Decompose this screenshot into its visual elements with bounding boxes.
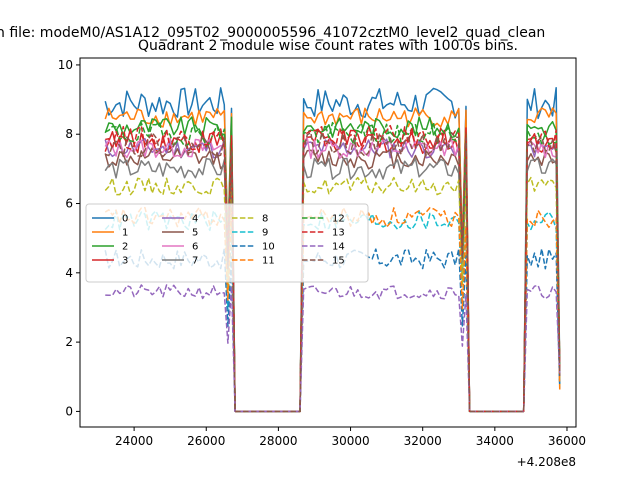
y-tick-label: 0 — [65, 404, 73, 418]
x-offset-label: +4.208e8 — [517, 455, 576, 469]
legend-label-13: 13 — [332, 228, 345, 239]
x-tick-label: 30000 — [331, 434, 369, 448]
series-line-14 — [105, 284, 561, 413]
legend-label-3: 3 — [122, 256, 128, 267]
legend-label-11: 11 — [262, 256, 275, 267]
legend-label-10: 10 — [262, 242, 275, 253]
legend-label-5: 5 — [192, 228, 198, 239]
figure-suptitle: n file: modeM0/AS1A12_095T02_9000005596_… — [0, 25, 545, 41]
legend-label-4: 4 — [192, 214, 198, 225]
legend-label-0: 0 — [122, 214, 128, 225]
x-tick-label: 34000 — [476, 434, 514, 448]
legend-label-1: 1 — [122, 228, 128, 239]
x-tick-label: 36000 — [548, 434, 586, 448]
x-tick-label: 28000 — [259, 434, 297, 448]
legend-label-2: 2 — [122, 242, 128, 253]
legend-label-15: 15 — [332, 256, 345, 267]
legend-label-7: 7 — [192, 256, 198, 267]
x-tick-label: 24000 — [115, 434, 153, 448]
legend-label-9: 9 — [262, 228, 268, 239]
plot-frame — [79, 57, 577, 428]
legend-label-12: 12 — [332, 214, 345, 225]
y-axis: 0 2 4 6 8 10 — [58, 58, 80, 418]
series-line-8 — [104, 176, 561, 413]
legend-label-14: 14 — [332, 242, 345, 253]
legend-label-6: 6 — [192, 242, 198, 253]
y-tick-label: 6 — [65, 197, 73, 211]
y-tick-label: 8 — [65, 127, 73, 141]
x-tick-label: 32000 — [404, 434, 442, 448]
chart-title: Quadrant 2 module wise count rates with … — [138, 38, 518, 54]
legend-box — [85, 203, 369, 283]
legend-label-8: 8 — [262, 214, 268, 225]
y-tick-label: 4 — [65, 266, 73, 280]
y-tick-label: 2 — [65, 335, 73, 349]
x-tick-label: 26000 — [187, 434, 225, 448]
x-axis: 24000 26000 28000 30000 32000 34000 36000 — [115, 427, 586, 448]
y-tick-label: 10 — [58, 58, 73, 72]
